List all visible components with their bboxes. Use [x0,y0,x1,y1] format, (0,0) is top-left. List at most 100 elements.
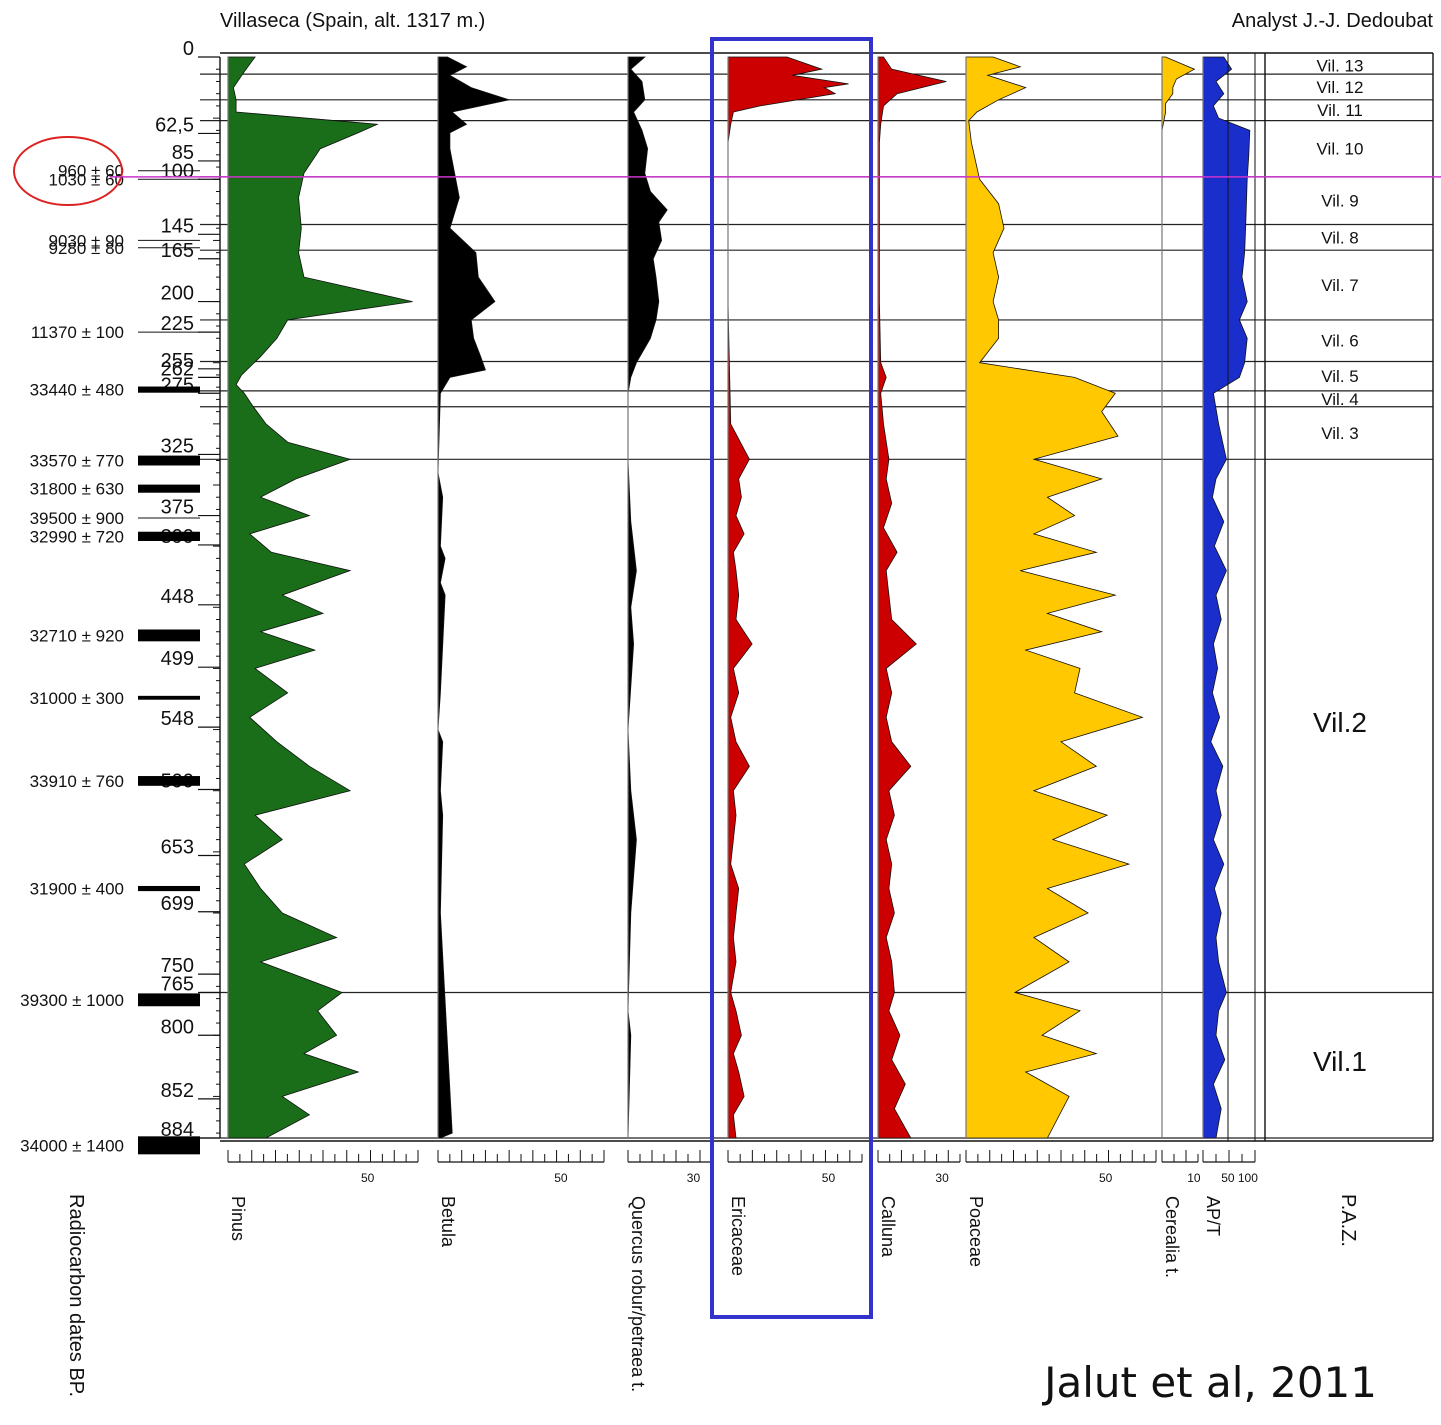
diagram-frame: 50 50 30 50 30 50 10 50 100 [220,52,1434,1185]
taxon-label: Quercus robur/petraea t. [628,1196,648,1392]
depth-label: 275 [161,374,194,396]
scale-tick-label: 50 [361,1171,375,1185]
depth-label: 165 [161,240,194,262]
depth-label: 85 [172,142,194,164]
zone-label: Vil. 13 [1317,57,1364,76]
taxon-label: Pinus [228,1196,248,1241]
zone-label: Vil. 3 [1321,424,1359,443]
taxon-label: Betula [438,1196,458,1248]
radiocarbon-axis-label: Radiocarbon dates BP. [65,1194,87,1397]
radiocarbon-date-label: 1030 ± 60 [48,170,124,189]
radiocarbon-date-label: 11370 ± 100 [31,323,124,342]
depth-label: 548 [161,708,194,730]
zone-label: Vil. 7 [1321,276,1359,295]
depth-label: 800 [161,1016,194,1038]
depth-axis: 062,585100145165200225255262275325375399… [155,38,221,1141]
depth-label: 62,5 [155,114,194,136]
curve-ericaceae [727,56,849,1139]
zone-bands [200,73,1433,1139]
zone-labels: Vil. 13 Vil. 12 Vil. 11 Vil. 10 Vil. 9 Vil. 8… [1313,57,1367,1078]
scale-tick-label: 30 [935,1171,949,1185]
radiocarbon-date-label: 32990 ± 720 [30,527,124,546]
taxon-label: Ericaceae [728,1196,748,1276]
radiocarbon-date-label: 34000 ± 1400 [20,1136,124,1155]
zone-label: Vil. 8 [1321,228,1359,247]
date-error-bar [138,1136,200,1155]
zone-label: Vil.2 [1313,707,1367,738]
scale-tick-label: 10 [1187,1171,1201,1185]
radiocarbon-date-label: 31800 ± 630 [30,480,124,499]
radiocarbon-date-label: 33440 ± 480 [30,381,124,400]
radiocarbon-date-label: 33910 ± 760 [30,772,124,791]
radiocarbon-date-label: 9280 ± 80 [48,239,124,258]
radiocarbon-date-label: 960 ± 60 [58,162,124,181]
zone-label: Vil.1 [1313,1046,1367,1077]
radiocarbon-date-label: 39500 ± 900 [30,509,124,528]
taxon-labels: Pinus Betula Quercus robur/petraea t. Erica… [228,1194,1359,1392]
depth-label: 145 [161,215,194,237]
zone-label: Vil. 4 [1321,390,1359,409]
radiocarbon-date-label: 9030 ± 90 [48,231,124,250]
zone-label: Vil. 11 [1317,101,1363,120]
depth-label: 765 [161,973,194,995]
date-error-bar [138,386,200,393]
zone-label: Vil. 5 [1321,367,1359,386]
depth-label: 255 [161,350,194,372]
date-error-bar [138,531,200,541]
site-title: Villaseca (Spain, alt. 1317 m.) [220,10,486,32]
annotations [13,37,1441,1319]
depth-label: 225 [161,313,194,335]
date-error-bar [138,484,200,493]
analyst-label: Analyst J.-J. Dedoubat [1231,10,1433,32]
radiocarbon-date-label: 31900 ± 400 [30,880,124,899]
depth-label: 375 [161,497,194,519]
scale-tick-label: 50 [554,1171,568,1185]
radiocarbon-date-label: 39300 ± 1000 [20,991,124,1010]
zone-label: Vil. 12 [1317,78,1364,97]
paz-axis-label: P.A.Z. [1337,1194,1359,1247]
depth-label: 699 [161,893,194,915]
zone-label: Vil. 9 [1321,192,1359,211]
citation: Jalut et al, 2011 [1044,1358,1377,1407]
date-highlight-circle [13,136,123,207]
curve-calluna [877,56,947,1139]
depth-label: 653 [161,837,194,859]
taxon-label: Calluna [878,1196,898,1258]
zone-label: Vil. 6 [1321,332,1359,351]
curve-ap-t [1202,56,1251,1139]
depth-label: 0 [183,38,194,60]
date-error-bar [138,695,200,700]
scale-tick-label: 30 [687,1171,701,1185]
date-error-bar [138,885,200,892]
taxon-label: Cerealia t. [1162,1196,1182,1278]
depth-label: 325 [161,435,194,457]
taxon-label: Poaceae [966,1196,986,1267]
date-error-bar [138,993,200,1007]
curve-pinus [227,56,413,1139]
scale-tick-label: 50 [1099,1171,1113,1185]
scale-tick-label: 50 100 [1221,1171,1258,1185]
depth-label: 750 [161,955,194,977]
depth-label: 884 [161,1119,194,1141]
depth-label: 200 [161,283,194,305]
radiocarbon-date-label: 31000 ± 300 [30,689,124,708]
scale-tick-label: 50 [822,1171,836,1185]
date-error-bar [138,629,200,642]
curve-cerealia-t- [1161,56,1196,1138]
radiocarbon-date-label: 32710 ± 920 [30,626,124,645]
curve-poaceae [965,56,1144,1139]
depth-label: 499 [161,648,194,670]
curve-quercus-robur-petraea-t- [627,56,668,1139]
depth-label: 262 [161,358,194,380]
depth-label: 852 [161,1080,194,1102]
curve-betula [437,56,511,1139]
taxon-label: AP/T [1203,1196,1223,1236]
taxon-curves [227,56,1251,1139]
ericaceae-highlight-box [710,37,873,1319]
depth-label: 448 [161,586,194,608]
date-error-bar [138,776,200,786]
date-error-bar [138,455,200,466]
zone-label: Vil. 10 [1317,140,1364,159]
